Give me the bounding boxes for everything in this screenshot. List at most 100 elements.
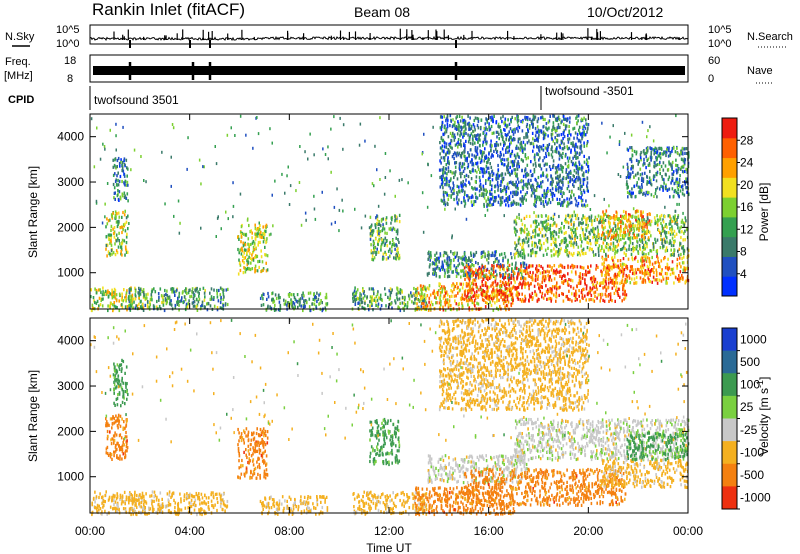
heatmap-cell: [466, 264, 468, 268]
heatmap-cell: [423, 302, 425, 306]
heatmap-cell: [397, 291, 399, 295]
freq-label: Freq.: [5, 56, 31, 68]
heatmap-cell: [116, 306, 118, 310]
heatmap-cell: [643, 149, 645, 153]
heatmap-cell: [443, 300, 446, 304]
heatmap-cell: [599, 283, 601, 287]
heatmap-cell: [684, 229, 686, 233]
heatmap-cell: [614, 252, 616, 256]
heatmap-cell: [625, 280, 627, 285]
heatmap-cell: [638, 238, 641, 242]
heatmap-cell: [605, 276, 607, 280]
heatmap-cell: [313, 293, 315, 297]
heatmap-cell: [569, 265, 572, 269]
heatmap-cell: [535, 214, 537, 218]
heatmap-cell: [453, 251, 456, 255]
heatmap-cell: [476, 301, 478, 305]
heatmap-cell: [536, 130, 539, 134]
heatmap-cell: [614, 263, 617, 267]
heatmap-cell: [395, 229, 398, 233]
heatmap-cell: [641, 259, 644, 263]
heatmap-cell: [622, 245, 625, 249]
heatmap-cell: [125, 241, 128, 245]
heatmap-cell: [596, 238, 599, 242]
heatmap-cell: [439, 175, 441, 180]
heatmap-cell: [149, 297, 152, 301]
heatmap-cell: [586, 188, 589, 192]
heatmap-cell: [526, 282, 528, 286]
heatmap-cell: [561, 239, 563, 243]
heatmap-cell: [435, 263, 438, 267]
heatmap-cell: [415, 288, 417, 292]
heatmap-cell: [560, 270, 562, 274]
heatmap-cell: [447, 118, 449, 122]
heatmap-cell: [589, 291, 591, 295]
heatmap-cell: [649, 222, 651, 226]
heatmap-cell: [648, 257, 651, 261]
heatmap-cell: [608, 232, 610, 236]
heatmap-cell: [294, 305, 296, 309]
heatmap-cell: [600, 236, 603, 241]
heatmap-cell: [513, 278, 515, 282]
heatmap-cell: [651, 280, 653, 284]
heatmap-cell: [573, 126, 576, 130]
heatmap-cell: [529, 169, 532, 173]
heatmap-cell: [532, 296, 534, 300]
heatmap-cell: [590, 293, 593, 297]
heatmap-cell: [582, 182, 585, 186]
heatmap-cell: [132, 306, 135, 310]
heatmap-cell: [524, 285, 526, 289]
heatmap-cell: [456, 271, 458, 275]
heatmap-cell: [640, 259, 642, 263]
heatmap-cell: [563, 274, 566, 278]
heatmap-cell: [524, 299, 526, 303]
heatmap-cell: [514, 247, 516, 251]
heatmap-cell: [125, 183, 128, 187]
heatmap-cell: [510, 256, 513, 260]
heatmap-cell: [128, 288, 131, 293]
heatmap-cell: [590, 228, 592, 232]
heatmap-cell: [522, 174, 525, 178]
heatmap-cell: [444, 141, 446, 145]
heatmap-cell: [559, 251, 561, 255]
heatmap-cell: [473, 291, 476, 295]
heatmap-cell: [367, 303, 369, 308]
heatmap-cell: [676, 169, 678, 173]
heatmap-cell: [555, 284, 558, 288]
heatmap-cell: [110, 301, 112, 306]
heatmap-cell: [678, 274, 680, 278]
heatmap-cell: [486, 275, 488, 279]
heatmap-cell: [514, 171, 516, 175]
heatmap-cell: [624, 241, 627, 245]
heatmap-cell: [476, 116, 479, 121]
heatmap-cell: [560, 121, 562, 125]
heatmap-cell: [550, 153, 553, 157]
heatmap-cell: [678, 279, 681, 283]
heatmap-cell: [109, 292, 112, 296]
heatmap-cell: [448, 179, 450, 184]
heatmap-cell: [589, 286, 591, 290]
heatmap-cell: [433, 289, 435, 293]
heatmap-cell: [644, 171, 646, 175]
heatmap-cell: [375, 216, 377, 220]
heatmap-cell: [656, 214, 658, 218]
heatmap-cell: [597, 247, 600, 251]
heatmap-cell: [382, 238, 385, 242]
heatmap-cell: [150, 290, 153, 294]
heatmap-cell: [452, 135, 455, 139]
heatmap-cell: [576, 226, 578, 230]
heatmap-cell: [181, 296, 183, 300]
heatmap-cell: [243, 261, 245, 265]
heatmap-cell: [448, 299, 451, 303]
heatmap-cell: [611, 267, 613, 271]
heatmap-cell: [504, 117, 507, 121]
heatmap-cell: [92, 296, 95, 300]
heatmap-cell: [142, 288, 145, 292]
heatmap-cell: [590, 264, 592, 268]
heatmap-cell: [477, 167, 480, 171]
heatmap-cell: [557, 235, 560, 239]
heatmap-cell: [643, 218, 645, 222]
heatmap-cell: [676, 262, 678, 266]
heatmap-cell: [112, 182, 115, 187]
heatmap-cell: [538, 240, 540, 245]
